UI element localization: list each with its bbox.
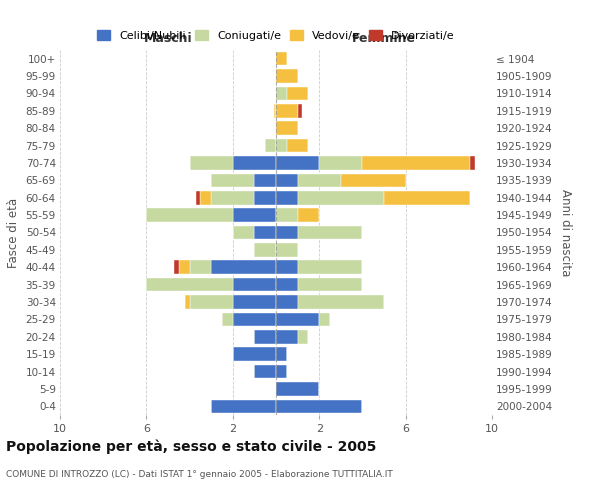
Bar xyxy=(298,295,384,309)
Bar xyxy=(254,330,276,344)
Bar xyxy=(233,312,276,326)
Bar xyxy=(276,174,298,187)
Bar xyxy=(276,139,287,152)
Bar xyxy=(276,400,362,413)
Bar xyxy=(254,365,276,378)
Y-axis label: Anni di nascita: Anni di nascita xyxy=(559,189,572,276)
Bar xyxy=(276,295,298,309)
Bar xyxy=(298,226,362,239)
Bar xyxy=(298,260,362,274)
Bar xyxy=(276,52,287,66)
Bar xyxy=(196,191,200,204)
Bar xyxy=(233,295,276,309)
Bar xyxy=(146,278,233,291)
Bar xyxy=(276,208,298,222)
Bar xyxy=(211,260,276,274)
Bar xyxy=(287,86,308,100)
Bar xyxy=(276,226,298,239)
Bar xyxy=(287,139,308,152)
Bar xyxy=(179,260,190,274)
Bar xyxy=(276,348,287,361)
Bar xyxy=(254,174,276,187)
Bar xyxy=(175,260,179,274)
Bar xyxy=(233,156,276,170)
Bar xyxy=(233,226,254,239)
Bar xyxy=(276,312,319,326)
Bar xyxy=(276,86,287,100)
Bar xyxy=(298,174,341,187)
Bar xyxy=(190,295,233,309)
Bar xyxy=(211,191,254,204)
Bar xyxy=(254,243,276,256)
Bar xyxy=(276,156,319,170)
Bar xyxy=(341,174,406,187)
Bar xyxy=(276,278,298,291)
Bar xyxy=(265,139,276,152)
Bar xyxy=(233,278,276,291)
Bar xyxy=(276,104,298,118)
Bar xyxy=(276,365,287,378)
Bar xyxy=(298,330,308,344)
Bar xyxy=(319,312,330,326)
Bar xyxy=(222,312,233,326)
Bar xyxy=(276,70,298,83)
Text: Popolazione per età, sesso e stato civile - 2005: Popolazione per età, sesso e stato civil… xyxy=(6,440,376,454)
Bar xyxy=(146,208,233,222)
Bar xyxy=(298,208,319,222)
Bar xyxy=(185,295,190,309)
Bar xyxy=(276,330,298,344)
Bar xyxy=(276,122,298,135)
Bar xyxy=(298,278,362,291)
Bar xyxy=(211,174,254,187)
Bar xyxy=(274,104,276,118)
Bar xyxy=(276,382,319,396)
Bar xyxy=(254,226,276,239)
Bar xyxy=(298,104,302,118)
Bar xyxy=(211,400,276,413)
Bar xyxy=(470,156,475,170)
Bar xyxy=(276,260,298,274)
Bar xyxy=(276,243,298,256)
Bar xyxy=(233,208,276,222)
Text: COMUNE DI INTROZZO (LC) - Dati ISTAT 1° gennaio 2005 - Elaborazione TUTTITALIA.I: COMUNE DI INTROZZO (LC) - Dati ISTAT 1° … xyxy=(6,470,393,479)
Bar xyxy=(362,156,470,170)
Y-axis label: Fasce di età: Fasce di età xyxy=(7,198,20,268)
Text: Femmine: Femmine xyxy=(352,32,416,45)
Bar xyxy=(200,191,211,204)
Text: Maschi: Maschi xyxy=(143,32,193,45)
Legend: Celibi/Nubili, Coniugati/e, Vedovi/e, Divorziati/e: Celibi/Nubili, Coniugati/e, Vedovi/e, Di… xyxy=(97,30,455,41)
Bar xyxy=(298,191,384,204)
Bar xyxy=(276,191,298,204)
Bar xyxy=(190,156,233,170)
Bar xyxy=(190,260,211,274)
Bar xyxy=(319,156,362,170)
Bar xyxy=(254,191,276,204)
Bar xyxy=(233,348,276,361)
Bar xyxy=(384,191,470,204)
